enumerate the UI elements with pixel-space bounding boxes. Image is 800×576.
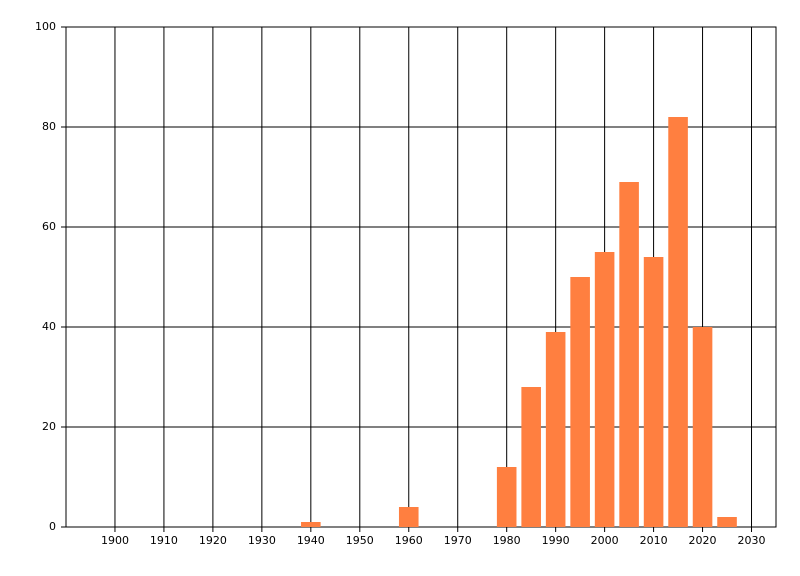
- x-tick-label: 2000: [591, 534, 619, 547]
- x-tick-label: 1980: [493, 534, 521, 547]
- y-tick-label: 20: [42, 420, 56, 433]
- x-tick-label: 1900: [101, 534, 129, 547]
- bar: [398, 507, 419, 527]
- bar: [643, 257, 664, 527]
- bar: [496, 467, 517, 527]
- x-tick-label: 2010: [640, 534, 668, 547]
- bar: [717, 517, 737, 527]
- bar: [692, 327, 713, 527]
- x-tick-label: 1930: [248, 534, 276, 547]
- y-tick-label: 60: [42, 220, 56, 233]
- x-tick-label: 1970: [444, 534, 472, 547]
- bar: [301, 522, 321, 527]
- x-tick-label: 1920: [199, 534, 227, 547]
- y-tick-label: 100: [35, 20, 56, 33]
- bar: [619, 182, 639, 527]
- x-tick-label: 1940: [297, 534, 325, 547]
- y-tick-label: 0: [49, 520, 56, 533]
- x-tick-label: 2030: [738, 534, 766, 547]
- x-tick-label: 1960: [395, 534, 423, 547]
- bar: [545, 332, 566, 527]
- y-tick-label: 80: [42, 120, 56, 133]
- bar: [521, 387, 541, 527]
- bar: [570, 277, 590, 527]
- x-tick-label: 1910: [150, 534, 178, 547]
- y-tick-label: 40: [42, 320, 56, 333]
- x-tick-label: 2020: [689, 534, 717, 547]
- x-tick-label: 1950: [346, 534, 374, 547]
- bar: [594, 252, 615, 527]
- x-tick-label: 1990: [542, 534, 570, 547]
- bar: [668, 117, 688, 527]
